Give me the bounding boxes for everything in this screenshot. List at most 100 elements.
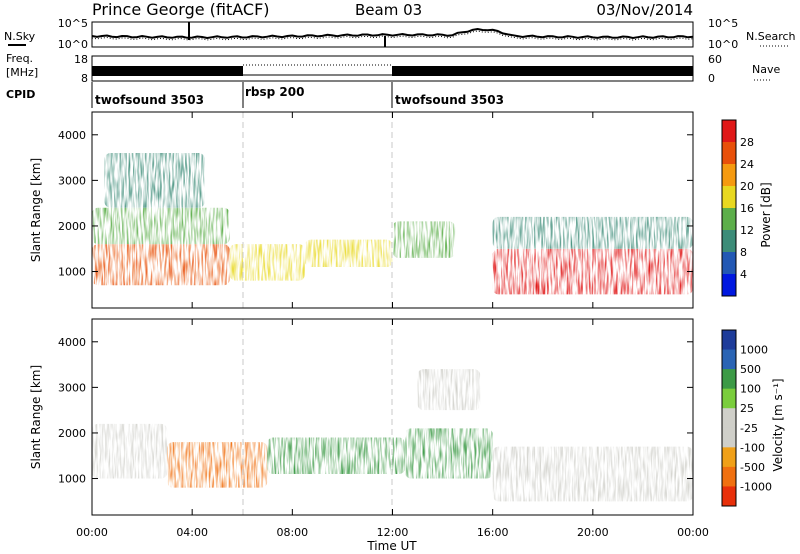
echo-layer [92,369,693,502]
nave-label: Nave [752,63,780,76]
freq-tick-right: 0 [708,72,715,85]
noise-tick-right: 10^0 [708,38,738,51]
echo-layer [92,153,693,295]
velocity-colorbar-swatch [722,466,736,487]
power-colorbar-swatch [722,186,736,209]
echo-region [229,244,305,281]
cpid-row: CPID twofsound 3503 rbsp 200 twofsound 3… [6,82,504,108]
time-tick-label: 04:00 [176,526,208,539]
time-tick-label: 16:00 [477,526,509,539]
time-tick-label: 00:00 [76,526,108,539]
velocity-colorbar-frame [721,329,737,507]
velocity-colorbar-tick: 500 [740,363,761,376]
power-colorbar-swatch [722,230,736,253]
noise-tick-left: 10^0 [58,38,88,51]
velocity-colorbar-swatch [722,388,736,409]
nsearch-label: N.Search [746,30,796,43]
noise-sky-line [91,27,694,40]
range-tick-label: 3000 [58,174,86,187]
cpid-segment-label: twofsound 3503 [395,93,504,107]
velocity-colorbar-tick: -25 [740,422,758,435]
range-tick-label: 1000 [58,473,86,486]
freq-tick-left: 8 [81,72,88,85]
power-ylabel: Slant Range [km] [29,158,43,262]
power-colorbar-tick: 16 [740,202,754,215]
noise-panel-frame [91,21,694,48]
power-colorbar-tick: 8 [740,246,747,259]
echo-region [92,207,230,245]
range-tick-label: 4000 [58,336,86,349]
range-tick-label: 1000 [58,266,86,279]
velocity-colorbar: 1000 500 100 25 -25 -100 -500 -1000 [721,329,772,507]
velocity-colorbar-tick: -500 [740,461,765,474]
power-data [92,153,693,295]
noise-tick-left: 10^5 [58,17,88,30]
echo-region [492,216,693,249]
velocity-colorbar-label: Velocity [m s⁻¹] [771,378,785,471]
echo-region [392,221,456,258]
echo-region [492,446,693,502]
time-axis-label: Time UT [366,539,417,553]
freq-unit-label: [MHz] [6,66,38,79]
velocity-colorbar-swatch [722,349,736,370]
cpid-segment-label: twofsound 3503 [95,93,204,107]
nsky-label: N.Sky [4,30,36,43]
echo-region [92,423,168,479]
power-colorbar-tick: 28 [740,136,754,149]
echo-region [405,428,493,479]
velocity-colorbar-tick: 1000 [740,344,768,357]
echo-region [92,244,230,286]
freq-tick-left: 18 [74,53,88,66]
freq-tick-right: 60 [708,53,722,66]
time-tick-label: 12:00 [377,526,409,539]
station-title: Prince George (fitACF) [92,0,270,19]
velocity-colorbar-tick: 25 [740,402,754,415]
freq-label: Freq. [6,52,33,65]
echo-region [492,248,693,295]
power-colorbar-swatch [722,164,736,187]
echo-region [267,437,406,474]
echo-region [417,369,481,411]
power-axis-ticks: 1000 2000 3000 4000 [58,112,694,308]
velocity-colorbar-tick: -100 [740,441,765,454]
range-tick-label: 3000 [58,381,86,394]
echo-region [167,442,268,488]
beam-title: Beam 03 [355,1,422,19]
velocity-colorbar-swatch [722,447,736,468]
power-colorbar-swatch [722,208,736,231]
power-colorbar-swatch [722,142,736,165]
time-tick-label: 20:00 [577,526,609,539]
freq-panel: 18 8 60 0 Freq. [MHz] Nave [6,52,780,85]
range-tick-label: 2000 [58,220,86,233]
cpid-segment-label: rbsp 200 [245,85,304,99]
velocity-axis-ticks: 1000 2000 3000 4000 [58,319,694,515]
noise-tick-right: 10^5 [708,17,738,30]
freq-band [92,66,243,76]
time-tick-label: 00:00 [677,526,709,539]
freq-band [392,66,693,76]
echo-region [104,153,205,208]
velocity-colorbar-swatch [722,330,736,351]
velocity-colorbar-tick: -1000 [740,480,772,493]
noise-panel: 10^5 10^0 10^5 10^0 N.Sky N.Search [4,17,796,51]
range-tick-label: 4000 [58,129,86,142]
power-panel: 1000 2000 3000 4000 Slant Range [km] [29,111,694,309]
velocity-colorbar-swatch [722,369,736,390]
velocity-colorbar-swatch [722,486,736,507]
power-colorbar-swatch [722,274,736,297]
velocity-colorbar-swatch [722,408,736,429]
time-tick-label: 08:00 [276,526,308,539]
power-colorbar-tick: 12 [740,224,754,237]
power-colorbar-tick: 4 [740,268,747,281]
power-colorbar-tick: 20 [740,180,754,193]
cpid-label: CPID [6,88,35,101]
date-title: 03/Nov/2014 [596,1,693,19]
time-axis: 00:00 04:00 08:00 12:00 16:00 20:00 00:00 [76,526,709,539]
range-tick-label: 2000 [58,427,86,440]
velocity-data [92,369,693,502]
velocity-colorbar-swatch [722,427,736,448]
velocity-colorbar-tick: 100 [740,383,761,396]
velocity-panel: 1000 2000 3000 4000 Slant Range [km] [29,318,694,516]
power-colorbar-swatch [722,252,736,275]
